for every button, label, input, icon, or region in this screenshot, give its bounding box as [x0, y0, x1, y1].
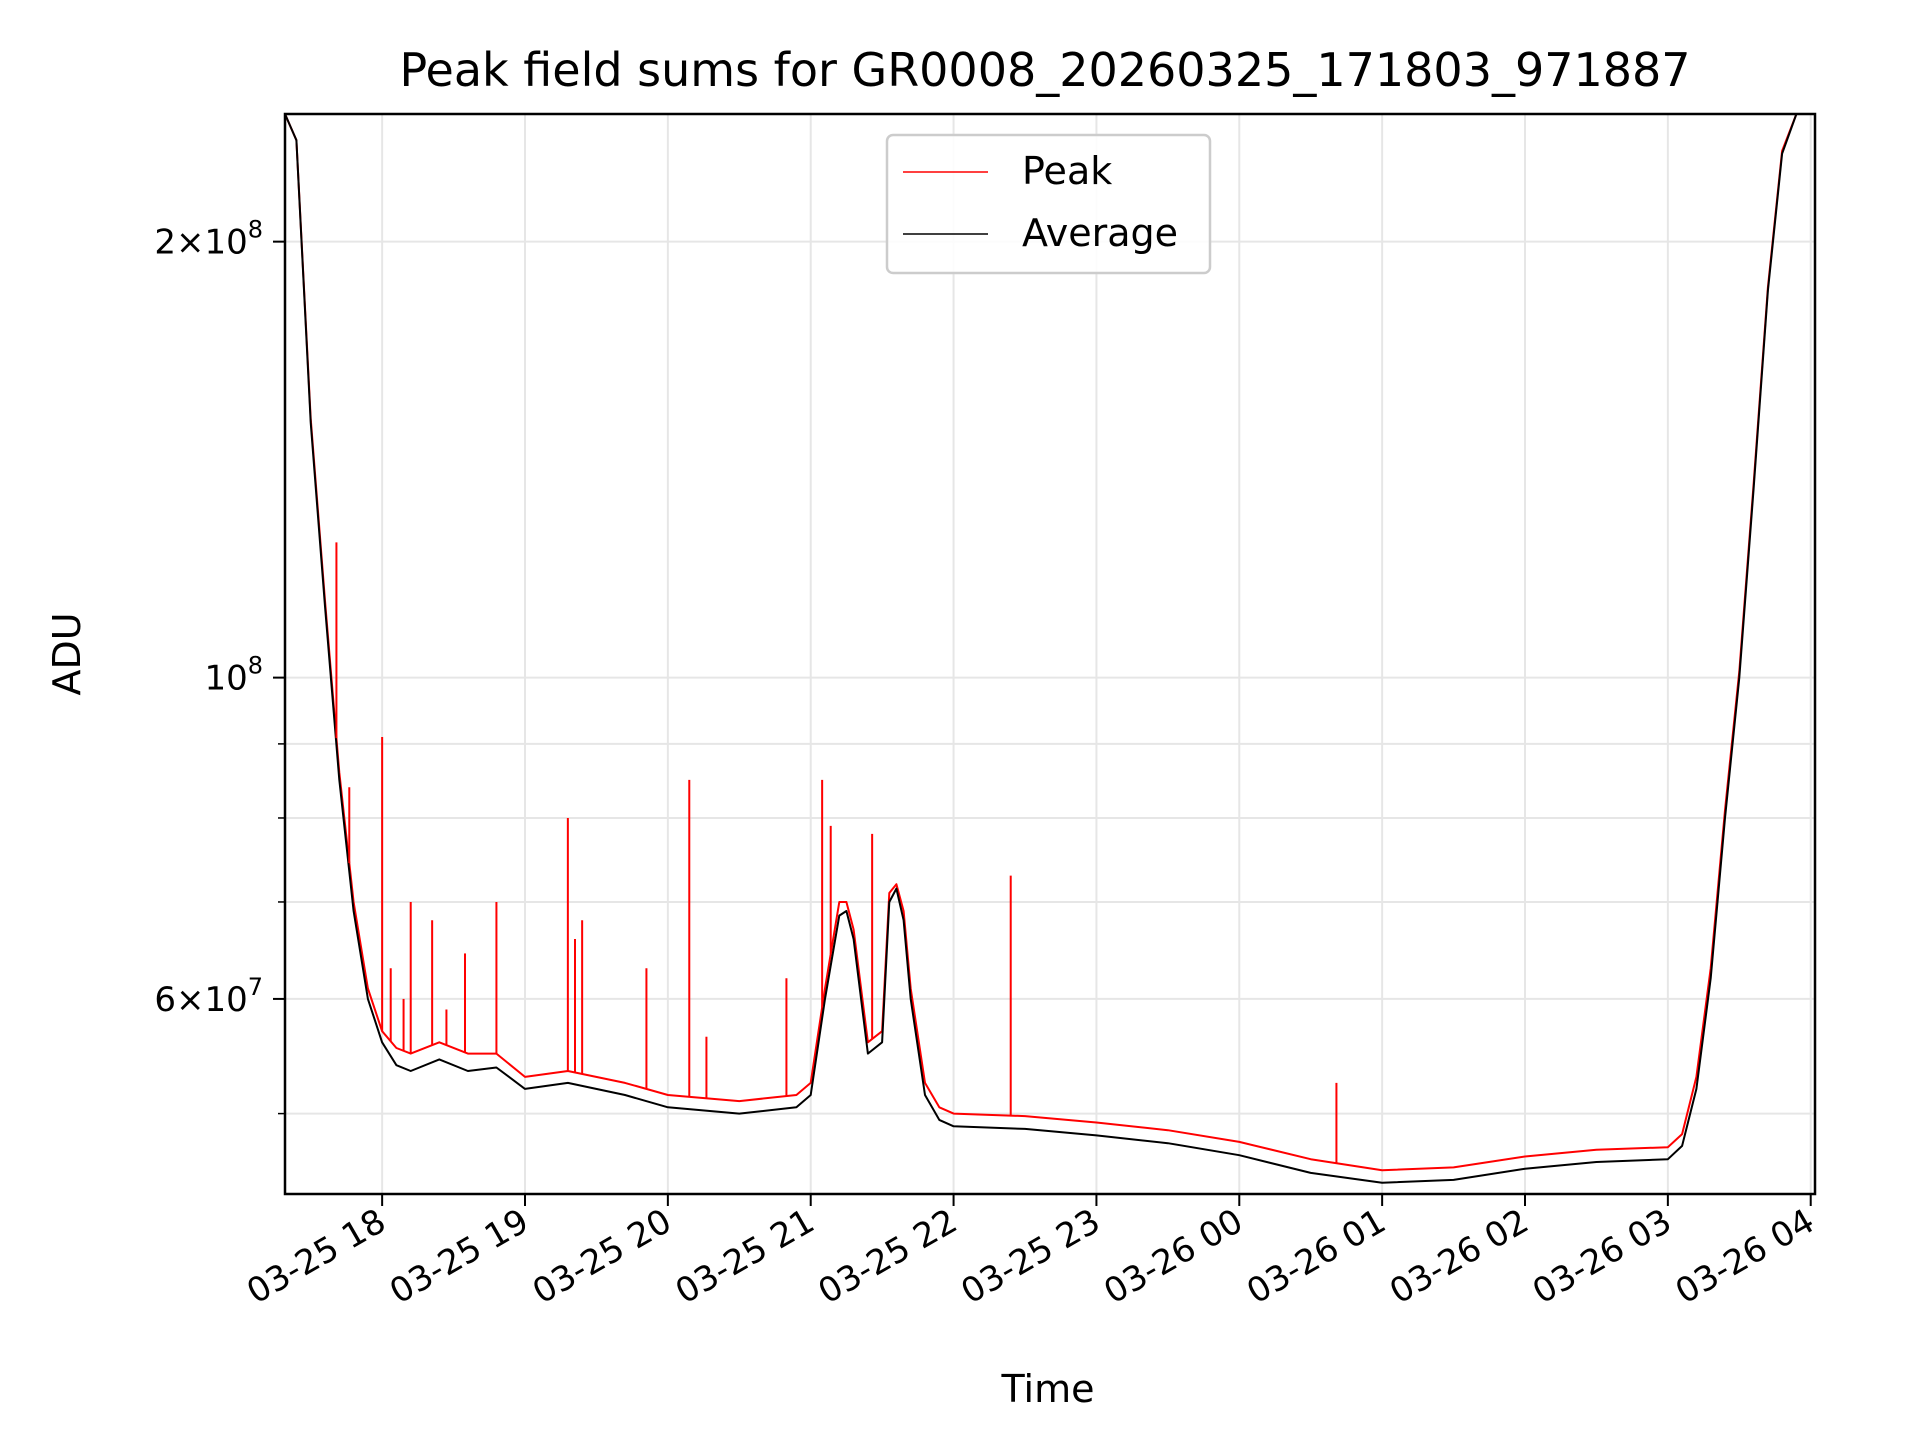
y-tick-label: 2×108: [154, 216, 263, 263]
legend-average-label: Average: [1022, 211, 1178, 255]
chart-title: Peak field sums for GR0008_20260325_1718…: [399, 43, 1690, 97]
x-axis-label: Time: [1001, 1367, 1095, 1411]
legend: Peak Average: [887, 135, 1210, 273]
chart: Peak field sums for GR0008_20260325_1718…: [0, 0, 1920, 1440]
legend-peak-label: Peak: [1022, 149, 1112, 193]
y-axis-label: ADU: [45, 612, 89, 695]
y-tick-label: 6×107: [154, 973, 263, 1020]
